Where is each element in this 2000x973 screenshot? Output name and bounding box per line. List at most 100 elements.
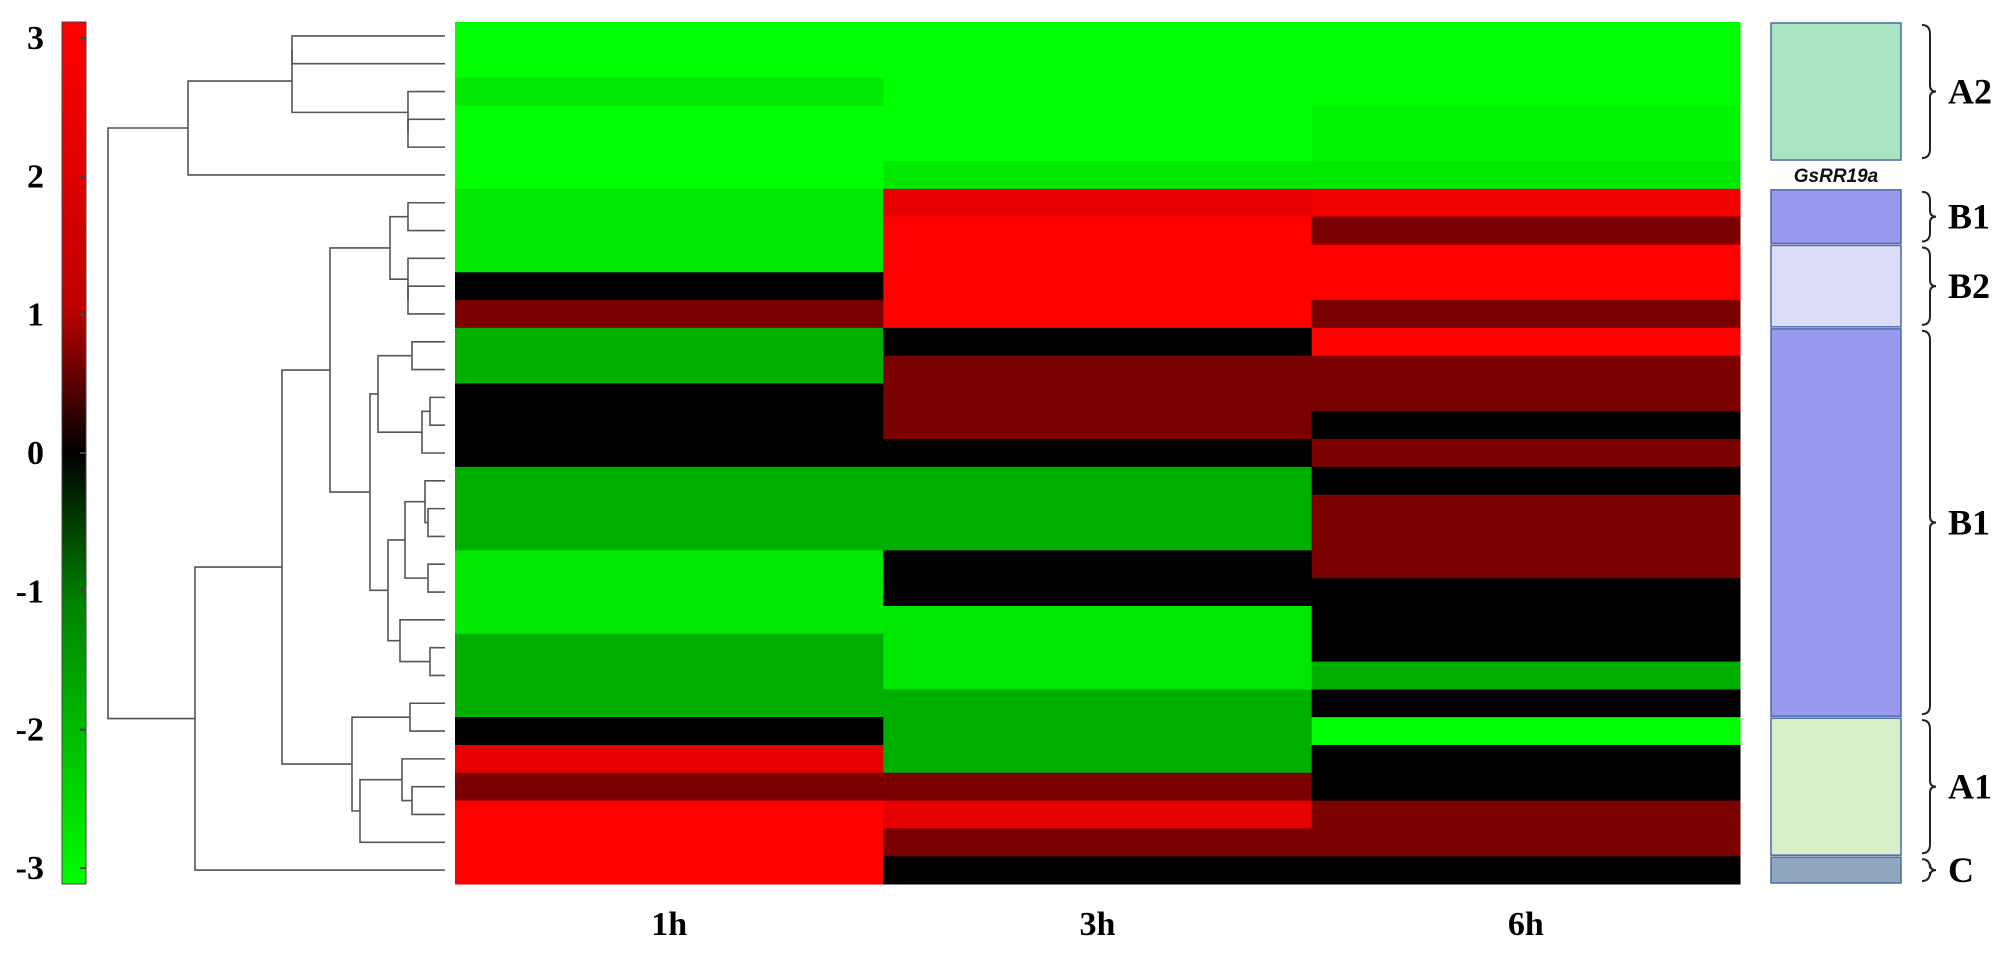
dendrogram-branch [407,90,445,134]
heatmap-cell [1311,522,1741,551]
dendrogram-branch [291,49,408,114]
heatmap-cell [455,77,884,106]
heatmap-cell [1311,244,1741,273]
heatmap-cell [883,439,1313,468]
heatmap-cell [1311,466,1741,496]
group-bracket [1921,246,1937,326]
dendrogram-branch [407,285,445,315]
heatmap-cell [883,105,1313,134]
heatmap-cell [883,578,1313,607]
dendrogram-branch [407,201,445,232]
heatmap-cell [455,494,884,524]
dendrogram [107,35,445,871]
color-scale-ticks: 3 2 1 0 -1 -2 -3 [16,20,86,887]
group-annotations: A2 B1 B2 B1 A1 C [1770,22,1992,890]
dendrogram-branch [194,566,445,871]
heatmap-cell [883,828,1313,857]
heatmap-cell [1311,772,1741,802]
dendrogram-branch [399,619,445,663]
heatmap-cell [455,800,884,829]
heatmap-cell [883,633,1313,663]
group-box [1770,189,1902,245]
group-bracket [1921,858,1937,882]
heatmap-cell [883,744,1313,774]
heatmap-cell [455,383,884,412]
heatmap-cell [1311,494,1741,524]
dendrogram-branch [369,393,388,592]
group-label: B2 [1948,266,1990,306]
heatmap-cell [455,133,884,162]
dendrogram-branch [427,507,445,538]
heatmap-cell [1311,216,1741,245]
heatmap-cell [883,689,1313,718]
heatmap-cell [883,800,1313,829]
color-scale-tick-label: 0 [27,435,44,472]
heatmap-cell [455,661,884,690]
group-bracket [1921,719,1937,855]
dendrogram-branch [329,247,390,493]
heatmap-cell [455,411,884,440]
heatmap-cells [455,22,1741,885]
column-labels: 1h 3h 6h [651,906,1544,943]
group-bracket [1921,190,1937,243]
heatmap-cell [883,300,1313,329]
group-label: C [1948,850,1974,890]
heatmap-cell [1311,161,1741,190]
heatmap-cell [883,188,1313,218]
heatmap-cell [1311,355,1741,384]
dendrogram-branch [291,35,445,65]
heatmap-cell [883,494,1313,524]
dendrogram-branch [387,539,405,642]
heatmap-cell [1311,661,1741,690]
heatmap-cell [455,272,884,301]
heatmap-cell [883,466,1313,496]
heatmap-cell [1311,22,1741,51]
heatmap-cell [883,383,1313,412]
heatmap-cell [1311,188,1741,218]
heatmap-cell [1311,411,1741,440]
dendrogram-branch [407,257,445,301]
heatmap-cell [1311,439,1741,468]
heatmap-cell [1311,49,1741,79]
heatmap-cell [455,578,884,607]
group-box [1770,856,1902,884]
heatmap-cell [883,550,1313,579]
heatmap-cell [883,272,1313,301]
dendrogram-branch [411,340,445,371]
heatmap-cell [1311,578,1741,607]
heatmap-cell [1311,717,1741,746]
group-box [1770,22,1902,161]
heatmap-cell [455,188,884,218]
heatmap-cell [883,49,1313,79]
heatmap-cell [455,105,884,134]
dendrogram-branch [377,354,422,433]
dendrogram-branch [421,410,445,454]
column-label: 3h [1080,906,1116,943]
heatmap-cell [455,522,884,551]
heatmap-cell [1311,550,1741,579]
heatmap-cell [1311,133,1741,162]
dendrogram-branch [427,563,445,593]
heatmap-cell [883,772,1313,802]
dendrogram-branch [409,702,445,732]
column-label: 6h [1508,906,1544,943]
heatmap-cell [883,244,1313,273]
heatmap-cell [455,633,884,663]
heatmap-cell [455,828,884,857]
heatmap-cell [1311,272,1741,301]
dendrogram-branch [407,118,445,148]
heatmap-cell [883,605,1313,635]
heatmap-cell [883,717,1313,746]
dendrogram-branch [401,758,445,802]
heatmap-cell [1311,383,1741,412]
heatmap-cell [455,161,884,190]
heatmap-cell [1311,327,1741,357]
row-label: GsRR19a [1794,166,1879,187]
dendrogram-branch [429,646,445,677]
heatmap-cell [455,355,884,384]
heatmap-cell [455,717,884,746]
color-scale-tick-label: -3 [16,850,44,887]
heatmap-cell [883,856,1313,885]
dendrogram-branch [107,127,195,720]
